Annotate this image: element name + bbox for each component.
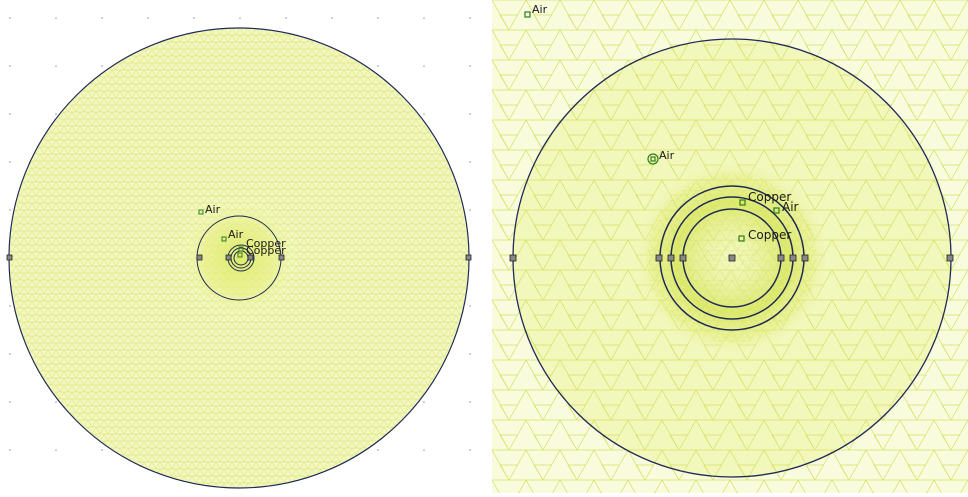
label-air-corner: Air	[532, 3, 548, 16]
label-air-inner: Air	[228, 228, 244, 241]
label-air-right: Air	[782, 200, 799, 214]
label-air-left: Air	[659, 149, 675, 162]
label-markers	[524, 11, 780, 242]
label-markers	[198, 209, 244, 258]
zoomed-view: Air Air Copper Air Copper	[492, 0, 968, 493]
label-air-outer: Air	[205, 203, 221, 216]
label-copper-1: Copper	[246, 237, 286, 250]
boundary-nodes	[509, 254, 954, 262]
label-copper-top: Copper	[748, 190, 791, 204]
label-copper-center: Copper	[748, 228, 791, 242]
full-domain-svg: Air Air Copper Copper	[6, 17, 472, 489]
boundary-nodes	[6, 254, 472, 261]
full-domain-view: Air Air Copper Copper	[0, 0, 484, 493]
label-copper-2: Copper	[246, 244, 286, 257]
zoomed-svg: Air Air Copper Air Copper	[492, 0, 968, 493]
